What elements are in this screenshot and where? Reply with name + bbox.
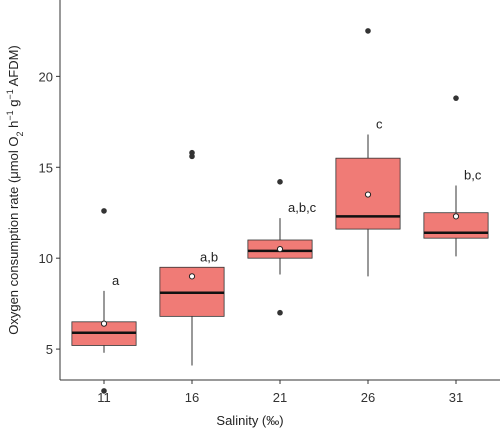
y-axis-title: Oxygen consumption rate (μmol O2 h−1 g−1… [5, 45, 25, 335]
box-group-11: a [71, 208, 137, 394]
x-axis-ticks: 11 16 21 26 31 [97, 380, 463, 405]
x-axis-title: Salinity (‰) [216, 413, 283, 428]
significance-letters: c [376, 117, 383, 132]
y-tick-label: 15 [39, 160, 53, 175]
plot-area: a a,b a,b,c c b,c [71, 28, 489, 394]
x-tick-label: 31 [449, 390, 463, 405]
mean-point [100, 320, 108, 327]
x-tick-label: 16 [185, 390, 199, 405]
mean-point [276, 245, 284, 253]
mean-point [188, 273, 196, 280]
outlier-point [453, 95, 459, 101]
x-tick-label: 26 [361, 390, 375, 405]
significance-letters: b,c [464, 167, 482, 182]
x-tick-label: 11 [97, 390, 111, 405]
box-group-16: a,b [159, 149, 225, 366]
significance-letters: a [112, 273, 120, 288]
box-group-31: b,c [423, 95, 489, 257]
significance-letters: a,b,c [288, 200, 317, 215]
outlier-point [101, 208, 107, 214]
box-group-26: c [335, 28, 401, 277]
y-tick-label: 20 [39, 69, 53, 84]
outlier-point [365, 28, 371, 34]
significance-letters: a,b [200, 249, 218, 264]
y-axis-ticks: 5 10 15 20 [39, 69, 60, 357]
outlier-point [101, 388, 107, 394]
y-tick-label: 10 [39, 251, 53, 266]
y-tick-label: 5 [46, 342, 53, 357]
outlier-point [277, 309, 283, 316]
outlier-point [277, 179, 283, 185]
x-tick-label: 21 [273, 390, 287, 405]
box-group-21: a,b,c [247, 179, 317, 316]
mean-point [452, 213, 460, 220]
outlier-point [189, 153, 195, 160]
mean-point [364, 191, 372, 198]
